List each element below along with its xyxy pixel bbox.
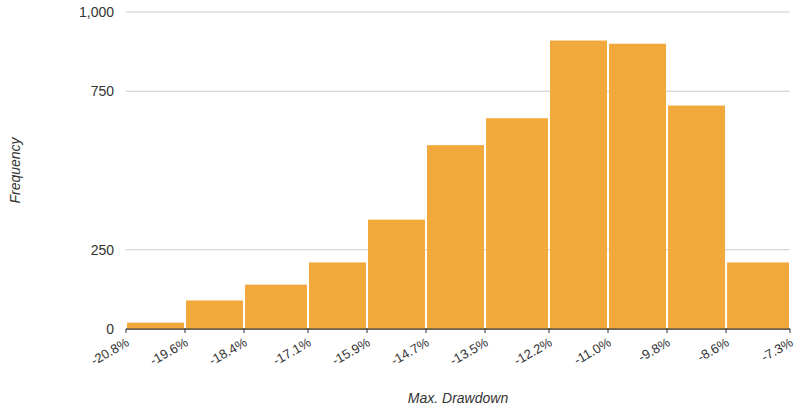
- x-tick-label: -18.4%: [206, 334, 250, 368]
- grid-line: [126, 91, 790, 92]
- x-tick: [608, 329, 609, 333]
- x-tick-label: -9.8%: [636, 334, 673, 364]
- histogram-bar: [127, 323, 184, 329]
- histogram-bar: [309, 262, 366, 329]
- x-tick-label: -13.5%: [447, 334, 491, 368]
- histogram-bar: [727, 262, 789, 329]
- x-tick: [790, 329, 791, 333]
- x-tick: [726, 329, 727, 333]
- x-tick-label: -8.6%: [695, 334, 732, 364]
- histogram-bar: [186, 300, 243, 329]
- x-tick: [244, 329, 245, 333]
- x-axis-title: Max. Drawdown: [408, 390, 509, 406]
- x-tick: [367, 329, 368, 333]
- x-tick: [485, 329, 486, 333]
- x-tick-label: -12.2%: [511, 334, 555, 368]
- histogram-bar: [486, 118, 548, 329]
- x-tick-label: -17.1%: [270, 334, 314, 368]
- grid-line: [126, 12, 790, 13]
- x-tick-label: -19.6%: [147, 334, 191, 368]
- x-tick-label: -11.0%: [571, 334, 614, 367]
- histogram-bar: [427, 145, 484, 329]
- y-tick-label: 250: [91, 242, 115, 258]
- grid-line: [126, 329, 790, 330]
- y-tick-label: 750: [91, 83, 115, 99]
- x-axis-line: [126, 329, 790, 330]
- x-tick: [126, 329, 127, 333]
- histogram-bar: [550, 41, 607, 329]
- x-tick: [548, 329, 549, 333]
- y-tick-label: 1,000: [79, 4, 114, 20]
- histogram-bar: [245, 285, 307, 329]
- x-tick: [185, 329, 186, 333]
- histogram-bar: [668, 106, 725, 329]
- x-tick: [426, 329, 427, 333]
- y-axis-title: Frequency: [7, 136, 23, 203]
- x-tick: [307, 329, 308, 333]
- x-tick-label: -15.9%: [329, 334, 373, 368]
- x-tick-label: -20.8%: [88, 334, 132, 368]
- x-tick: [667, 329, 668, 333]
- chart-container: 0 250 750 1,000 -20.8% -19.6% -18.4% -17.1% -15.…: [0, 0, 800, 409]
- x-tick-label: -14.7%: [388, 334, 432, 368]
- x-tick-label: -7.3%: [759, 334, 796, 364]
- y-tick-label: 0: [106, 321, 114, 337]
- chart-svg: 0 250 750 1,000 -20.8% -19.6% -18.4% -17.1% -15.…: [0, 0, 800, 409]
- histogram-bar: [368, 220, 425, 329]
- bars: [127, 41, 789, 329]
- histogram-bar: [609, 44, 666, 329]
